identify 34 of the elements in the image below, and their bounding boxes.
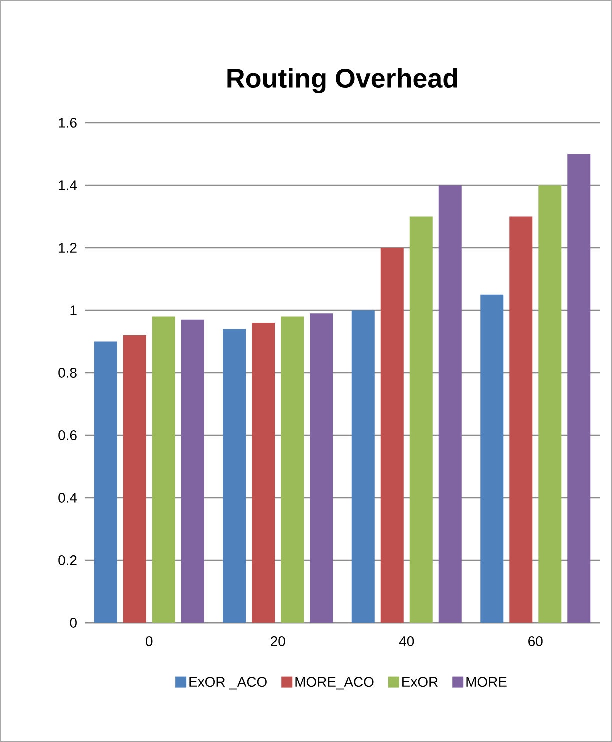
bar bbox=[568, 154, 591, 623]
bar bbox=[380, 248, 404, 623]
legend-label: ExOR _ACO bbox=[190, 677, 267, 690]
bar bbox=[480, 294, 504, 623]
y-tick-label: 0.6 bbox=[58, 430, 77, 440]
bar bbox=[252, 322, 276, 623]
bar bbox=[123, 335, 146, 623]
bar bbox=[510, 216, 533, 623]
legend-label: ExOR bbox=[402, 677, 438, 688]
x-tick-label: 60 bbox=[528, 636, 543, 646]
y-tick-label: 0.8 bbox=[58, 368, 77, 378]
y-tick-label: 1 bbox=[70, 306, 77, 316]
bar bbox=[152, 316, 176, 623]
x-tick-label: 0 bbox=[146, 636, 153, 646]
y-tick-label: 0.4 bbox=[58, 493, 78, 503]
y-tick-label: 1.6 bbox=[59, 118, 77, 128]
chart-title: Routing Overhead bbox=[228, 68, 458, 94]
legend-label: MORE_ACO bbox=[296, 677, 374, 690]
bar bbox=[94, 342, 118, 623]
bar bbox=[438, 185, 462, 623]
bar bbox=[181, 320, 204, 623]
legend-label: MORE bbox=[466, 677, 507, 688]
bar bbox=[223, 329, 246, 623]
bar bbox=[281, 316, 304, 623]
bar bbox=[410, 216, 433, 623]
x-tick-label: 20 bbox=[271, 636, 286, 646]
y-tick-label: 1.2 bbox=[59, 243, 77, 253]
bar bbox=[538, 185, 562, 623]
bar bbox=[310, 314, 334, 623]
y-tick-label: 0.2 bbox=[58, 556, 77, 566]
x-tick-label: 40 bbox=[399, 636, 414, 646]
y-tick-label: 1.4 bbox=[59, 180, 78, 190]
bar bbox=[352, 310, 375, 623]
y-tick-label: 0 bbox=[70, 618, 77, 628]
